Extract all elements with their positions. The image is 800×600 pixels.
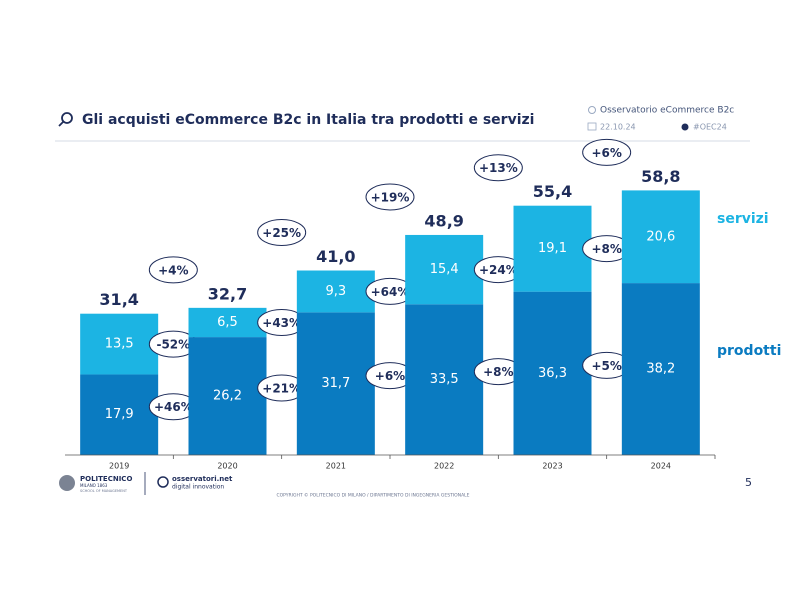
growth-label: +8%: [483, 365, 513, 379]
bar-segment: [80, 374, 159, 455]
footer: POLITECNICO MILANO 1863 SCHOOL OF MANAGE…: [59, 472, 752, 499]
growth-bubble: [365, 183, 415, 211]
growth-label: -52%: [156, 338, 190, 352]
title: Gli acquisti eCommerce B2c in Italia tra…: [82, 112, 534, 128]
source: Osservatorio eCommerce B2c: [600, 106, 734, 116]
logo2-sub: digital innovation: [172, 484, 224, 491]
value-label: 36,3: [538, 366, 567, 381]
value-label: 13,5: [105, 337, 134, 352]
growth-label: +13%: [479, 161, 518, 175]
growth-label: +24%: [479, 263, 518, 277]
growth-label: +8%: [591, 242, 621, 256]
logo1: POLITECNICO: [80, 475, 132, 483]
bar-segment: [188, 337, 267, 455]
value-label: 6,5: [217, 315, 238, 330]
bar-segment: [405, 234, 484, 305]
value-label: 26,2: [213, 389, 242, 404]
bar-segment: [296, 312, 375, 455]
total-label: 48,9: [424, 211, 463, 230]
logo1-icon: [59, 475, 75, 491]
value-label: 33,5: [430, 372, 459, 387]
x-tick-label: 2022: [434, 462, 454, 471]
growth-bubble: [148, 256, 198, 284]
growth-label: +4%: [158, 263, 188, 277]
bar-segment: [405, 304, 484, 455]
growth-label: +25%: [262, 226, 301, 240]
growth-label: +19%: [371, 190, 410, 204]
growth-label: +43%: [262, 316, 301, 330]
growth-bubble: [257, 219, 307, 246]
hashtag: #OEC24: [693, 123, 727, 132]
bar-segment: [621, 190, 700, 284]
total-label: 31,4: [99, 290, 138, 309]
x-icon: [681, 123, 689, 131]
growth-label: +6%: [591, 146, 621, 160]
value-label: 17,9: [105, 407, 134, 422]
bar-segment: [188, 307, 267, 338]
growth-label: +64%: [371, 285, 410, 299]
total-label: 58,8: [641, 167, 680, 186]
date-icon: [587, 122, 597, 131]
value-label: 19,1: [538, 241, 567, 256]
growth-bubble: [473, 154, 523, 182]
series-label: servizi: [717, 211, 769, 227]
growth-label: +6%: [375, 369, 405, 383]
logo2-icon: [157, 476, 169, 488]
series-label: prodotti: [717, 343, 781, 359]
logo1-sub: MILANO 1863: [80, 483, 108, 488]
x-tick-label: 2019: [109, 462, 129, 471]
total-label: 55,4: [533, 182, 572, 201]
value-label: 9,3: [325, 284, 346, 299]
bar-segment: [296, 270, 375, 313]
copyright: COPYRIGHT © POLITECNICO DI MILANO / DIPA…: [276, 492, 469, 499]
growth-label: +5%: [591, 359, 621, 373]
x-tick-label: 2021: [326, 462, 346, 471]
total-label: 32,7: [208, 284, 247, 303]
value-label: 20,6: [646, 229, 675, 244]
logo2: osservatori.net: [172, 475, 233, 483]
total-label: 41,0: [316, 247, 355, 266]
page-number: 5: [745, 476, 752, 489]
growth-bubble: [582, 138, 632, 166]
date: 22.10.24: [600, 123, 636, 132]
bar-segment: [513, 291, 592, 455]
growth-label: +21%: [262, 382, 301, 396]
chart: 17,9 13,5 31,4 2019 +46% -52% +4% 26,2 6,5 32,7 20…: [65, 138, 781, 471]
source-icon: [588, 106, 596, 114]
value-label: 38,2: [646, 362, 675, 377]
bar-segment: [621, 283, 700, 455]
growth-label: +46%: [154, 400, 193, 414]
title-icon: [58, 112, 73, 127]
x-tick-label: 2023: [542, 462, 562, 471]
x-tick-label: 2024: [651, 462, 671, 471]
logo1-sub2: SCHOOL OF MANAGEMENT: [80, 489, 128, 493]
value-label: 15,4: [430, 262, 459, 277]
value-label: 31,7: [321, 376, 350, 391]
x-tick-label: 2020: [217, 462, 237, 471]
bar-segment: [80, 313, 159, 375]
bar-segment: [513, 205, 592, 292]
